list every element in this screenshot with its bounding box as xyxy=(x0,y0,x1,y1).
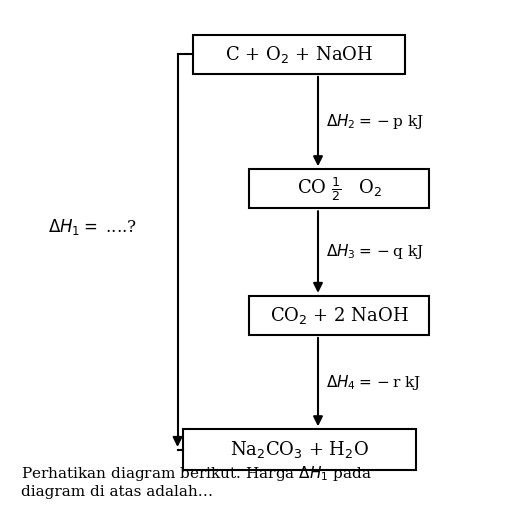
Bar xyxy=(183,429,416,470)
Text: $\Delta H_4 = -$r kJ: $\Delta H_4 = -$r kJ xyxy=(326,373,421,391)
Text: $\Delta H_2 = -$p kJ: $\Delta H_2 = -$p kJ xyxy=(326,112,424,131)
Text: $\Delta H_3 = -$q kJ: $\Delta H_3 = -$q kJ xyxy=(326,242,424,261)
Text: Perhatikan diagram berikut. Harga $\Delta H_1$ pada
diagram di atas adalah…: Perhatikan diagram berikut. Harga $\Delt… xyxy=(21,464,372,499)
Text: C + O$_2$ + NaOH: C + O$_2$ + NaOH xyxy=(225,44,374,65)
Text: CO $\frac{1}{2}$   O$_2$: CO $\frac{1}{2}$ O$_2$ xyxy=(296,175,382,203)
Text: Na$_2$CO$_3$ + H$_2$O: Na$_2$CO$_3$ + H$_2$O xyxy=(230,439,369,460)
Bar xyxy=(249,170,429,208)
Text: $\Delta H_1 =$ ....?: $\Delta H_1 =$ ....? xyxy=(48,218,137,237)
Text: CO$_2$ + 2 NaOH: CO$_2$ + 2 NaOH xyxy=(270,305,409,326)
Bar xyxy=(193,35,405,73)
Bar xyxy=(249,296,429,335)
